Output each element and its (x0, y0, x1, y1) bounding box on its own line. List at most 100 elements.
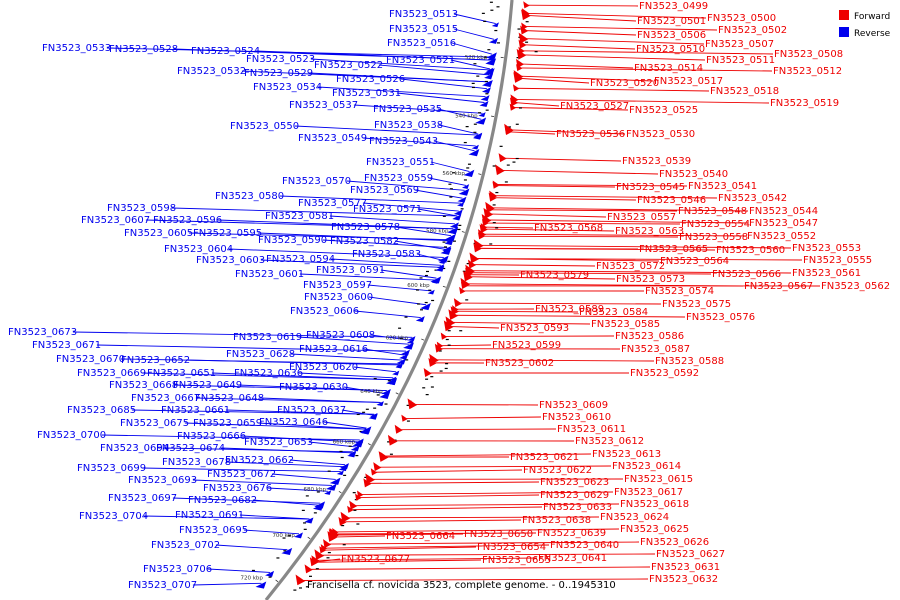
reverse-gene-feature (442, 246, 452, 253)
gene-label: FN3523_0580 (215, 191, 284, 202)
gene-connector-line (368, 296, 427, 306)
gene-connector-line (367, 284, 432, 292)
reverse-gene-feature (458, 188, 470, 196)
gene-connector-line (378, 64, 490, 76)
gene-connector-line (473, 258, 803, 261)
gene-connector-line (477, 244, 792, 249)
gene-label: FN3523_0510 (636, 44, 705, 55)
forward-gene-feature (323, 539, 332, 549)
gene-connector-line (512, 107, 629, 111)
gene-label: FN3523_0668 (109, 380, 178, 391)
gene-connector-line (297, 336, 410, 345)
gene-connector-line (141, 467, 341, 473)
gene-label: FN3523_0610 (542, 412, 611, 423)
gene-label: FN3523_0624 (600, 512, 669, 523)
gene-label: FN3523_0619 (233, 332, 302, 343)
scale-tick-label: 580 kbp (426, 228, 449, 234)
reverse-gene-feature (478, 112, 486, 117)
gene-label: FN3523_0674 (156, 443, 225, 454)
gene-connector-line (215, 544, 288, 551)
gene-label: FN3523_0540 (659, 169, 728, 180)
gene-connector-line (341, 519, 522, 523)
gene-connector-line (380, 269, 437, 279)
forward-gene-feature (363, 478, 372, 488)
genome-backbone-arc (264, 0, 514, 600)
reverse-gene-feature (348, 450, 357, 456)
gene-connector-line (96, 344, 407, 352)
gene-connector-line (432, 359, 655, 362)
gene-label: FN3523_0527 (560, 101, 629, 112)
gene-label: FN3523_0700 (37, 430, 106, 441)
gene-label: FN3523_0603 (196, 255, 265, 266)
gene-label: FN3523_0590 (258, 235, 327, 246)
gene-label: FN3523_0551 (366, 157, 435, 168)
gene-label: FN3523_0677 (341, 554, 410, 565)
reverse-gene-feature (400, 349, 410, 356)
reverse-gene-feature (483, 68, 495, 76)
gene-label: FN3523_0613 (592, 449, 661, 460)
forward-gene-feature (452, 305, 459, 313)
gene-label: FN3523_0546 (637, 195, 706, 206)
scale-tick (461, 231, 465, 233)
gene-connector-line (488, 207, 749, 212)
reverse-gene-feature (338, 465, 348, 472)
legend-reverse-swatch (839, 27, 849, 37)
gene-label: FN3523_0604 (164, 244, 233, 255)
gene-label: FN3523_0669 (77, 368, 146, 379)
gene-label: FN3523_0535 (373, 104, 442, 115)
forward-gene-feature (314, 549, 325, 561)
gene-label: FN3523_0568 (534, 223, 603, 234)
scale-tick-label: 660 kbp (333, 439, 356, 445)
gene-connector-line (333, 532, 537, 535)
gene-connector-line (344, 516, 600, 519)
gene-connector-line (172, 497, 321, 504)
gene-label: FN3523_0614 (612, 461, 681, 472)
gene-connector-line (484, 222, 681, 225)
reverse-gene-feature (370, 413, 378, 418)
gene-connector-line (524, 14, 637, 22)
scale-tick-label: 540 kbp (455, 113, 478, 119)
gene-label: FN3523_0576 (686, 312, 755, 323)
gene-connector-line (298, 372, 394, 379)
gene-label: FN3523_0500 (707, 13, 776, 24)
gene-connector-line (523, 30, 637, 36)
reverse-gene-feature (386, 377, 398, 386)
gene-label: FN3523_0629 (540, 490, 609, 501)
gene-connector-line (195, 397, 381, 403)
gene-label: FN3523_0662 (225, 455, 294, 466)
gene-connector-line (353, 104, 483, 114)
reverse-gene-feature (430, 276, 442, 284)
gene-connector-line (428, 177, 467, 186)
gene-connector-line (321, 546, 477, 551)
gene-label: FN3523_0563 (615, 226, 684, 237)
gene-label: FN3523_0628 (226, 349, 295, 360)
forward-gene-feature (518, 32, 529, 44)
forward-gene-feature (495, 164, 505, 176)
gene-label: FN3523_0676 (203, 483, 272, 494)
forward-gene-feature (319, 546, 326, 554)
gene-connector-line (322, 239, 448, 248)
gene-connector-line (523, 26, 718, 31)
forward-gene-feature (349, 500, 358, 510)
forward-gene-feature (453, 298, 462, 308)
gene-connector-line (373, 469, 523, 473)
gene-connector-line (483, 226, 534, 229)
gene-label: FN3523_0651 (147, 368, 216, 379)
gene-connector-line (279, 195, 462, 204)
forward-gene-feature (504, 127, 512, 136)
gene-label: FN3523_0615 (624, 474, 693, 485)
gene-label: FN3523_0630 (279, 382, 348, 393)
reverse-gene-feature (445, 238, 454, 244)
gene-connector-line (307, 566, 651, 570)
gene-connector-line (395, 226, 452, 237)
gene-label: FN3523_0512 (773, 66, 842, 77)
forward-gene-feature (340, 511, 351, 523)
gene-label: FN3523_0594 (266, 254, 335, 265)
reverse-gene-feature (281, 547, 293, 556)
gene-label: FN3523_0625 (620, 524, 689, 535)
gene-connector-line (480, 233, 747, 237)
forward-gene-feature (520, 25, 529, 35)
gene-label: FN3523_0653 (244, 437, 313, 448)
gene-label: FN3523_0573 (616, 274, 685, 285)
